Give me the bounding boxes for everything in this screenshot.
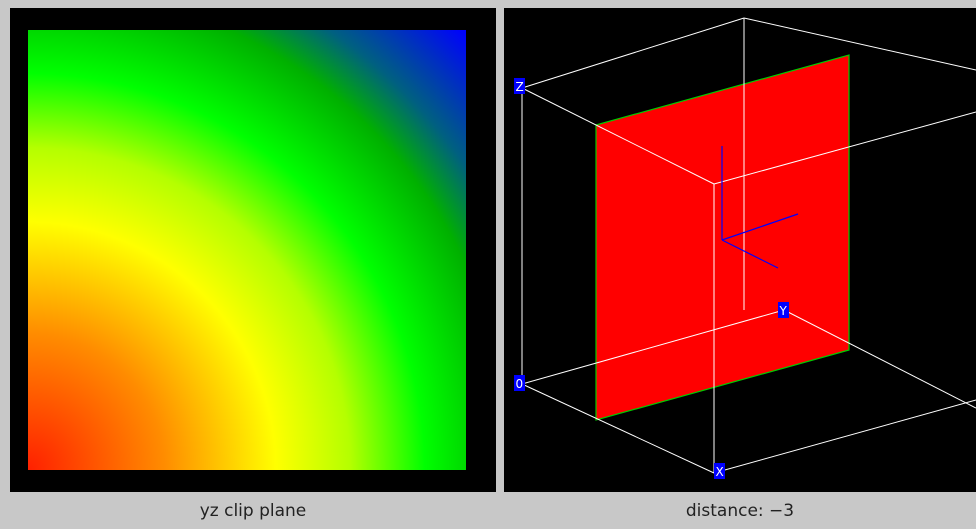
svg-text:X: X xyxy=(716,465,724,479)
left-caption: yz clip plane xyxy=(199,501,307,521)
corner-label-x: X xyxy=(714,463,725,479)
box-edge xyxy=(743,17,976,71)
axis-line-y xyxy=(721,213,799,241)
clip-plane-edge xyxy=(595,54,850,421)
corner-label-origin: 0 xyxy=(514,375,525,391)
corner-label-y: Y xyxy=(778,302,789,318)
axis-line-x xyxy=(721,239,779,269)
3d-view-panel[interactable]: Z 0 Y X xyxy=(504,8,976,492)
corner-label-z: Z xyxy=(514,78,525,94)
distance-readout: distance: −3 xyxy=(685,501,795,521)
axes-gizmo xyxy=(721,146,799,269)
box-edge xyxy=(713,399,976,474)
bounding-box xyxy=(521,17,976,474)
box-edge xyxy=(713,111,976,185)
3d-scene: Z 0 Y X xyxy=(514,17,976,479)
box-edge xyxy=(521,309,785,385)
svg-text:Y: Y xyxy=(779,304,788,318)
slice-image xyxy=(28,30,466,470)
slice-view-panel[interactable] xyxy=(10,8,496,492)
box-edge xyxy=(521,383,715,474)
box-edge xyxy=(521,87,715,185)
slice-gradient-fill xyxy=(28,30,466,470)
svg-text:Z: Z xyxy=(516,80,524,94)
box-edge xyxy=(783,309,976,409)
svg-text:0: 0 xyxy=(516,377,524,391)
box-edge xyxy=(521,17,745,89)
